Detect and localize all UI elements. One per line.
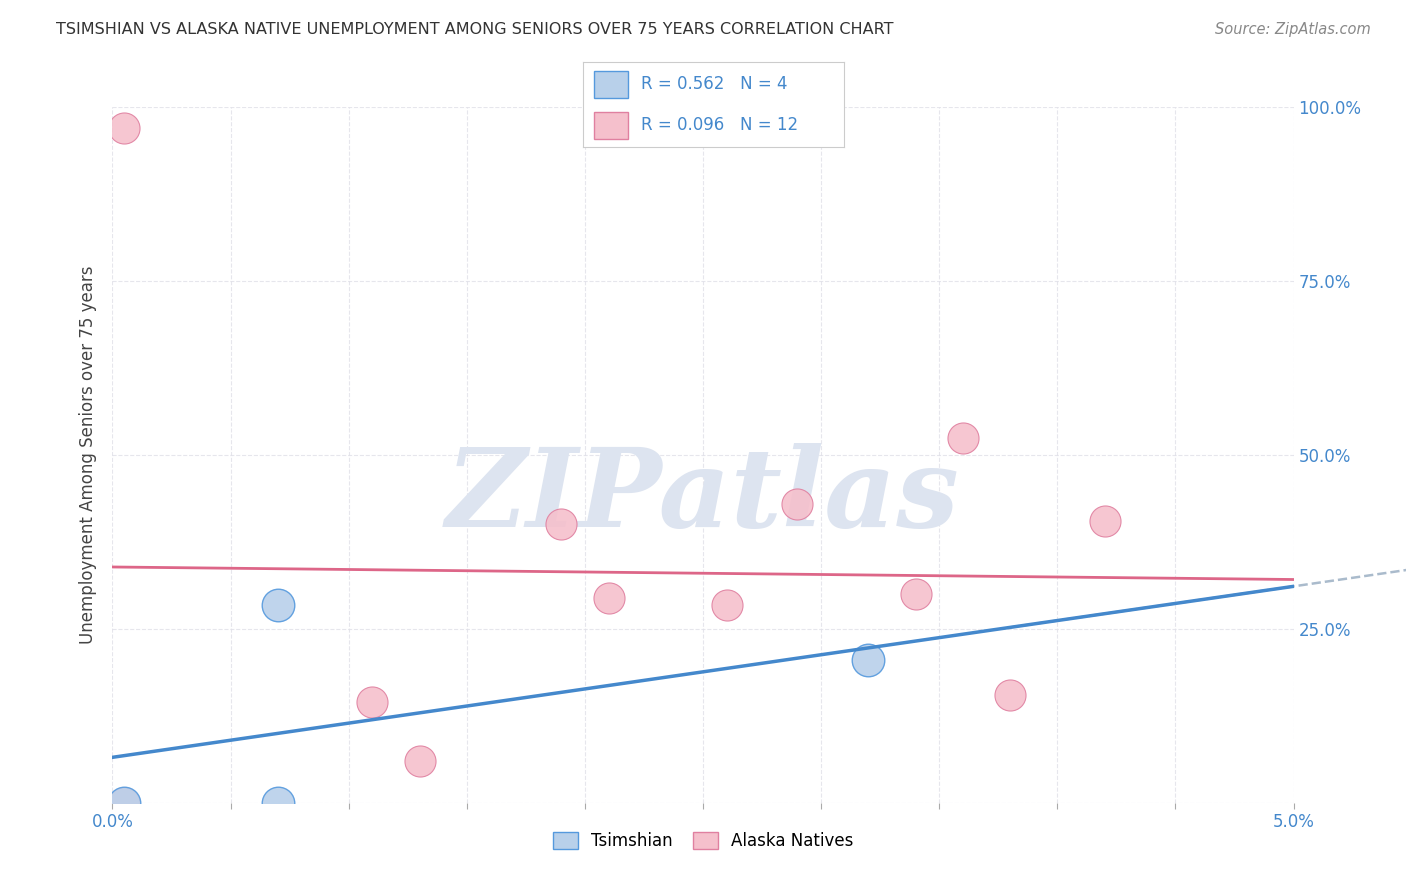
Text: TSIMSHIAN VS ALASKA NATIVE UNEMPLOYMENT AMONG SENIORS OVER 75 YEARS CORRELATION : TSIMSHIAN VS ALASKA NATIVE UNEMPLOYMENT …: [56, 22, 894, 37]
Point: [361, 695, 384, 709]
Point: [112, 120, 135, 135]
Point: [408, 754, 430, 768]
Point: [1094, 514, 1116, 528]
Point: [550, 517, 572, 532]
Text: Source: ZipAtlas.com: Source: ZipAtlas.com: [1215, 22, 1371, 37]
Text: ZIPatlas: ZIPatlas: [446, 443, 960, 550]
Text: R = 0.562   N = 4: R = 0.562 N = 4: [641, 76, 787, 94]
Point: [998, 688, 1021, 702]
Point: [598, 591, 620, 605]
Point: [267, 796, 290, 810]
Point: [904, 587, 927, 601]
Point: [716, 598, 738, 612]
FancyBboxPatch shape: [593, 112, 627, 139]
Point: [786, 497, 808, 511]
Point: [858, 653, 880, 667]
Y-axis label: Unemployment Among Seniors over 75 years: Unemployment Among Seniors over 75 years: [79, 266, 97, 644]
Text: R = 0.096   N = 12: R = 0.096 N = 12: [641, 116, 797, 134]
Point: [112, 796, 135, 810]
Point: [267, 598, 290, 612]
FancyBboxPatch shape: [593, 71, 627, 98]
Legend: Tsimshian, Alaska Natives: Tsimshian, Alaska Natives: [546, 826, 860, 857]
Point: [952, 430, 974, 444]
Point: [112, 796, 135, 810]
